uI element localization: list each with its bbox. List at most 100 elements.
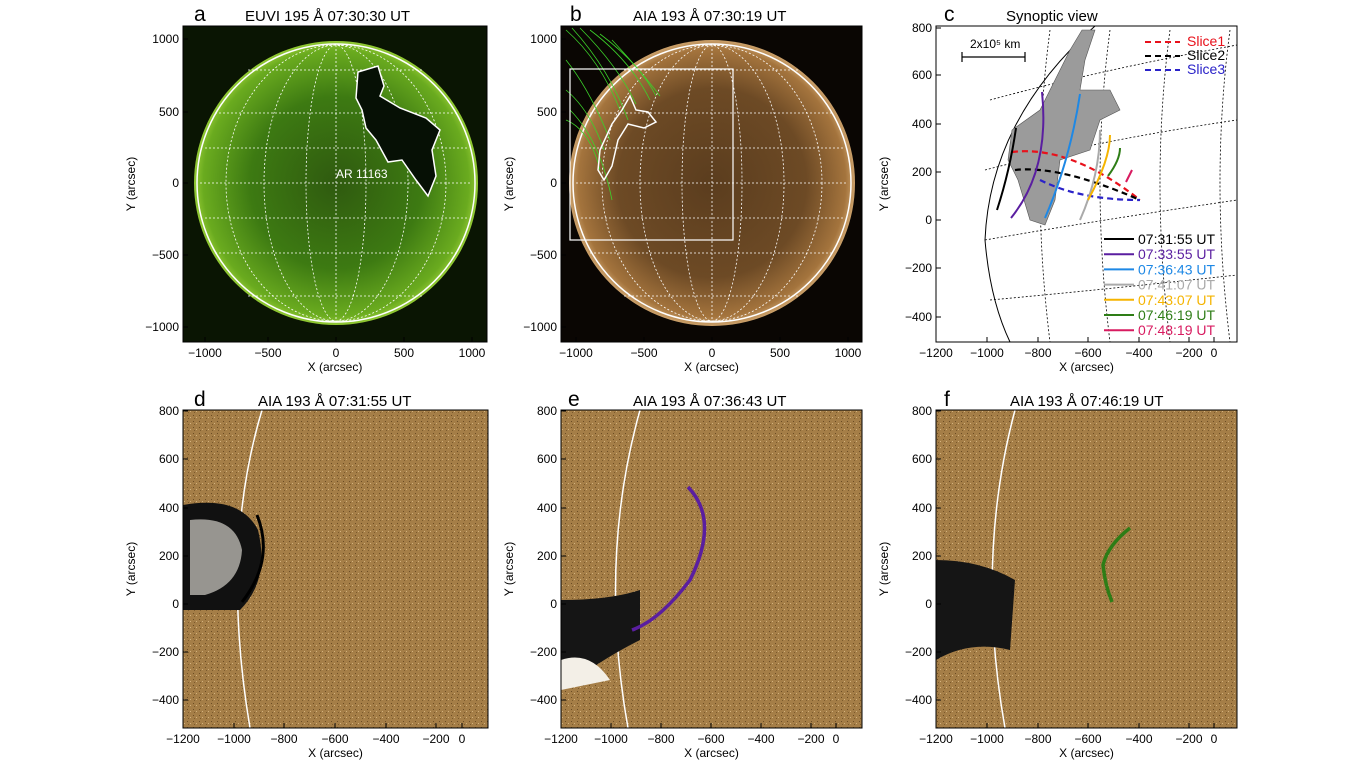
y-axis-label: Y (arcsec): [877, 542, 891, 596]
y-tick-label: −200: [152, 645, 179, 659]
y-tick-label: 600: [912, 68, 932, 82]
panel-a-frame: [182, 25, 488, 343]
x-tick-label: −1000: [594, 732, 628, 746]
x-tick-label: −400: [372, 732, 399, 746]
panel-d-letter: d: [194, 388, 206, 411]
x-axis-label: X (arcsec): [684, 360, 739, 374]
x-axis-label: X (arcsec): [308, 746, 363, 760]
x-axis-label: X (arcsec): [308, 360, 363, 374]
slice-legend-label: Slice2: [1187, 47, 1225, 63]
x-tick-label: −200: [1175, 346, 1202, 360]
x-tick-label: −400: [1125, 732, 1152, 746]
x-tick-label: −200: [797, 732, 824, 746]
x-tick-label: −800: [1024, 346, 1051, 360]
panel-d-title: AIA 193 Å 07:31:55 UT: [258, 393, 411, 410]
x-tick-label: 0: [333, 346, 340, 360]
y-tick-label: 400: [912, 117, 932, 131]
y-tick-label: 0: [925, 213, 932, 227]
y-tick-label: 500: [537, 105, 557, 119]
panel-c-title: Synoptic view: [1006, 8, 1098, 25]
x-tick-label: 0: [1211, 346, 1218, 360]
x-axis-label: X (arcsec): [1059, 360, 1114, 374]
y-tick-label: 800: [912, 404, 932, 418]
slice-legend-label: Slice3: [1187, 61, 1225, 77]
x-tick-label: −1200: [544, 732, 578, 746]
y-tick-label: 0: [550, 597, 557, 611]
x-tick-label: −800: [647, 732, 674, 746]
panel-e-image: [561, 410, 862, 728]
panel-c: [935, 25, 1238, 343]
y-tick-label: 400: [159, 501, 179, 515]
x-tick-label: −500: [254, 346, 281, 360]
x-tick-label: −1000: [217, 732, 251, 746]
time-legend-label: 07:33:55 UT: [1138, 246, 1215, 262]
y-tick-label: 500: [159, 105, 179, 119]
time-legend-label: 07:48:19 UT: [1138, 322, 1215, 338]
x-tick-label: 0: [1211, 732, 1218, 746]
panel-a-title: EUVI 195 Å 07:30:30 UT: [245, 8, 410, 25]
x-tick-label: −800: [270, 732, 297, 746]
panel-c-limb: [984, 25, 1096, 343]
x-axis-label: X (arcsec): [684, 746, 739, 760]
x-tick-label: −600: [697, 732, 724, 746]
y-tick-label: −500: [152, 248, 179, 262]
y-tick-label: 400: [912, 501, 932, 515]
y-tick-label: 400: [537, 501, 557, 515]
x-tick-label: −1000: [559, 346, 593, 360]
panel-c-dimming-region: [1007, 29, 1121, 226]
time-legend-label: 07:41:07 UT: [1138, 277, 1215, 293]
y-tick-label: 800: [537, 404, 557, 418]
y-tick-label: 1000: [152, 32, 179, 46]
y-tick-label: −400: [905, 310, 932, 324]
time-legend-label: 07:36:43 UT: [1138, 261, 1215, 277]
y-tick-label: 800: [912, 21, 932, 35]
x-tick-label: 0: [459, 732, 466, 746]
y-tick-label: 200: [912, 165, 932, 179]
y-tick-label: −200: [530, 645, 557, 659]
panel-f-dark-region: [936, 560, 1015, 660]
x-tick-label: 1000: [835, 346, 862, 360]
y-tick-label: −200: [905, 645, 932, 659]
x-tick-label: 1000: [459, 346, 486, 360]
x-tick-label: −600: [1074, 732, 1101, 746]
panel-a-annotation: AR 11163: [336, 167, 388, 181]
panel-f-limb: [991, 409, 1016, 729]
panel-a-limb: [196, 43, 476, 323]
time-legend-label: 07:46:19 UT: [1138, 307, 1215, 323]
axes-layer: −1000 −500 0 500 1000 1000 500 0 −500 −1000 X (arc…: [124, 21, 1218, 760]
panel-d: [182, 409, 489, 729]
y-tick-label: −1000: [145, 320, 179, 334]
panel-b-fov-box: [569, 68, 734, 241]
panel-c-front-curves: [996, 91, 1133, 221]
panel-f: [935, 409, 1238, 729]
panel-a-letter: a: [194, 3, 206, 26]
panel-f-title: AIA 193 Å 07:46:19 UT: [1010, 393, 1163, 410]
x-axis-label: X (arcsec): [1059, 746, 1114, 760]
x-tick-label: −200: [1175, 732, 1202, 746]
y-tick-label: 200: [537, 549, 557, 563]
y-tick-label: 600: [912, 452, 932, 466]
x-tick-label: −600: [321, 732, 348, 746]
panel-e-front: [631, 485, 707, 632]
y-tick-label: −400: [152, 693, 179, 707]
x-tick-label: −1200: [919, 346, 953, 360]
panel-c-letter: c: [944, 3, 955, 26]
y-tick-label: −400: [530, 693, 557, 707]
x-tick-label: −200: [422, 732, 449, 746]
panel-e-letter: e: [568, 388, 580, 411]
x-tick-label: −400: [747, 732, 774, 746]
panel-b-grid: [576, 44, 848, 322]
x-tick-label: −400: [1125, 346, 1152, 360]
panel-b-dimming-contour: [597, 94, 658, 182]
y-axis-label: Y (arcsec): [124, 157, 138, 211]
panel-e-limb: [614, 409, 641, 729]
time-legend-label: 07:31:55 UT: [1138, 231, 1215, 247]
y-axis-label: Y (arcsec): [502, 542, 516, 596]
x-tick-label: 0: [833, 732, 840, 746]
y-tick-label: 0: [172, 176, 179, 190]
panel-b-letter: b: [570, 3, 582, 26]
y-tick-label: 600: [159, 452, 179, 466]
panel-c-plot-area: [936, 26, 1237, 342]
